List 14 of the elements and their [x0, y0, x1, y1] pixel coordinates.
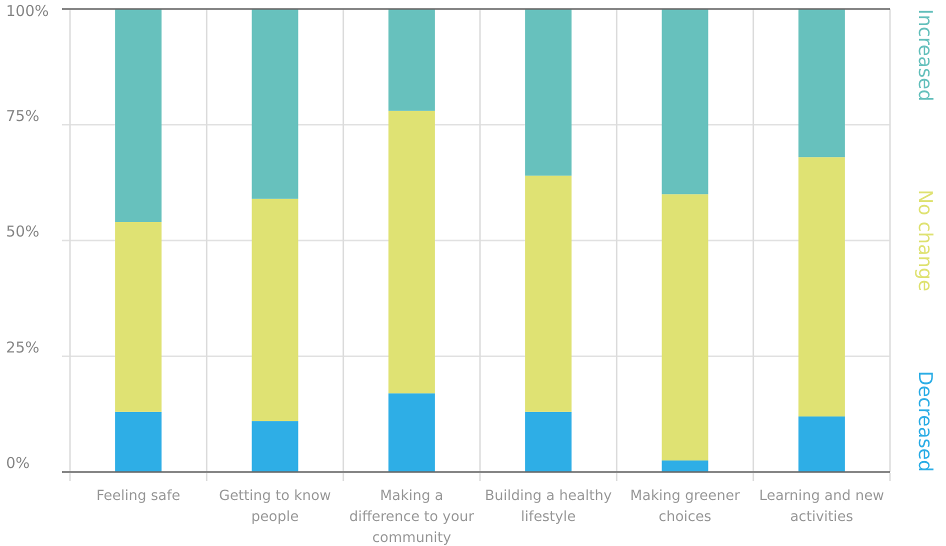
y-tick-label: 25%: [6, 338, 40, 356]
x-tick-label: Getting to know people: [218, 488, 332, 525]
y-tick-label: 100%: [6, 2, 49, 20]
y-tick-label: 50%: [6, 222, 40, 240]
text: Increased: [914, 9, 936, 102]
x-tick-label: Making greener choices: [630, 488, 740, 525]
x-tick-label: Building a healthy lifestyle: [484, 488, 612, 525]
y-tick-label: 0%: [6, 454, 30, 472]
x-tick-label: Feeling safe: [96, 488, 180, 504]
text: Decreased: [914, 370, 936, 472]
y-tick-label: 75%: [6, 106, 40, 125]
x-tick-label: Learning and new activities: [759, 488, 884, 525]
text: No change: [914, 190, 936, 292]
x-tick-label: Making a difference to your community: [349, 488, 474, 546]
